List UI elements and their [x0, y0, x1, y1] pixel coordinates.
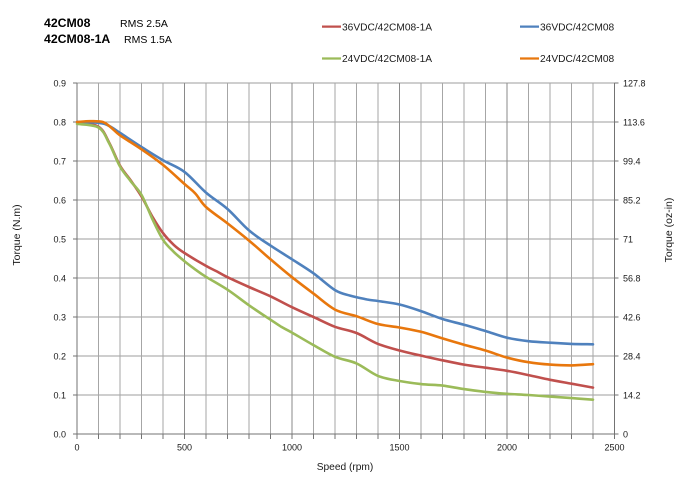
- svg-text:2500: 2500: [604, 443, 624, 453]
- svg-text:71: 71: [623, 234, 633, 244]
- svg-text:2000: 2000: [497, 443, 517, 453]
- svg-text:0: 0: [623, 429, 628, 439]
- svg-text:0.2: 0.2: [53, 351, 66, 361]
- svg-text:36VDC/42CM08: 36VDC/42CM08: [540, 22, 615, 33]
- svg-text:1000: 1000: [282, 443, 302, 453]
- svg-text:127.8: 127.8: [623, 78, 646, 88]
- svg-text:0.8: 0.8: [53, 117, 66, 127]
- svg-text:Torque (N.m): Torque (N.m): [11, 204, 23, 265]
- svg-text:42CM08: 42CM08: [44, 16, 91, 30]
- svg-text:Torque (oz-in): Torque (oz-in): [663, 198, 675, 263]
- svg-text:99.4: 99.4: [623, 156, 641, 166]
- svg-text:24VDC/42CM08-1A: 24VDC/42CM08-1A: [342, 54, 432, 65]
- svg-text:42CM08-1A: 42CM08-1A: [44, 32, 110, 46]
- svg-text:500: 500: [177, 443, 192, 453]
- svg-text:36VDC/42CM08-1A: 36VDC/42CM08-1A: [342, 22, 432, 33]
- svg-text:RMS 2.5A: RMS 2.5A: [120, 18, 168, 30]
- svg-text:Speed (rpm): Speed (rpm): [317, 462, 374, 473]
- svg-text:42.6: 42.6: [623, 312, 641, 322]
- svg-text:14.2: 14.2: [623, 390, 641, 400]
- svg-text:0.5: 0.5: [53, 234, 66, 244]
- svg-text:0.7: 0.7: [53, 156, 66, 166]
- svg-text:0.1: 0.1: [53, 390, 66, 400]
- svg-text:0.3: 0.3: [53, 312, 66, 322]
- svg-text:113.6: 113.6: [623, 117, 645, 127]
- svg-text:24VDC/42CM08: 24VDC/42CM08: [540, 54, 615, 65]
- svg-text:56.8: 56.8: [623, 273, 641, 283]
- svg-text:RMS 1.5A: RMS 1.5A: [124, 34, 172, 46]
- svg-text:0.9: 0.9: [53, 78, 66, 88]
- svg-text:0.4: 0.4: [53, 273, 66, 283]
- svg-text:28.4: 28.4: [623, 351, 641, 361]
- svg-text:0: 0: [74, 443, 79, 453]
- svg-text:85.2: 85.2: [623, 195, 641, 205]
- svg-text:0.0: 0.0: [53, 429, 66, 439]
- svg-text:0.6: 0.6: [53, 195, 66, 205]
- svg-text:1500: 1500: [389, 443, 409, 453]
